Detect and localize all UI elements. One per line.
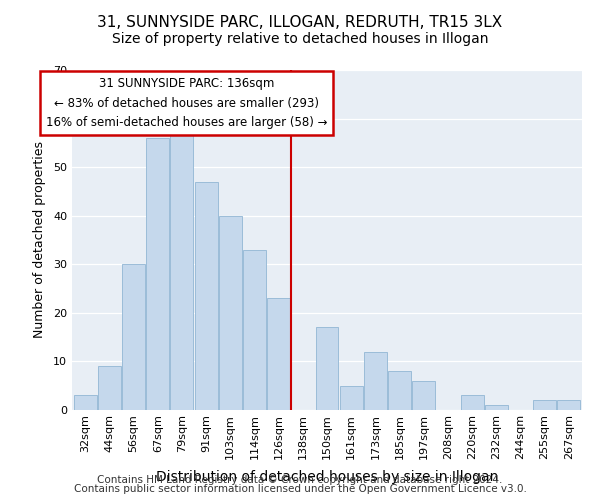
Bar — [146, 138, 169, 410]
Text: 31 SUNNYSIDE PARC: 136sqm
← 83% of detached houses are smaller (293)
16% of semi: 31 SUNNYSIDE PARC: 136sqm ← 83% of detac… — [46, 78, 328, 130]
X-axis label: Distribution of detached houses by size in Illogan: Distribution of detached houses by size … — [156, 470, 498, 484]
Bar — [485, 405, 508, 410]
Bar — [388, 371, 411, 410]
Bar — [412, 381, 435, 410]
Y-axis label: Number of detached properties: Number of detached properties — [33, 142, 46, 338]
Bar — [340, 386, 362, 410]
Bar — [170, 133, 193, 410]
Text: 31, SUNNYSIDE PARC, ILLOGAN, REDRUTH, TR15 3LX: 31, SUNNYSIDE PARC, ILLOGAN, REDRUTH, TR… — [97, 15, 503, 30]
Bar — [219, 216, 242, 410]
Text: Contains public sector information licensed under the Open Government Licence v3: Contains public sector information licen… — [74, 484, 526, 494]
Bar — [557, 400, 580, 410]
Bar — [316, 328, 338, 410]
Bar — [122, 264, 145, 410]
Text: Contains HM Land Registry data © Crown copyright and database right 2024.: Contains HM Land Registry data © Crown c… — [97, 475, 503, 485]
Bar — [243, 250, 266, 410]
Bar — [364, 352, 387, 410]
Bar — [461, 396, 484, 410]
Bar — [98, 366, 121, 410]
Bar — [533, 400, 556, 410]
Text: Size of property relative to detached houses in Illogan: Size of property relative to detached ho… — [112, 32, 488, 46]
Bar — [194, 182, 218, 410]
Bar — [74, 396, 97, 410]
Bar — [267, 298, 290, 410]
